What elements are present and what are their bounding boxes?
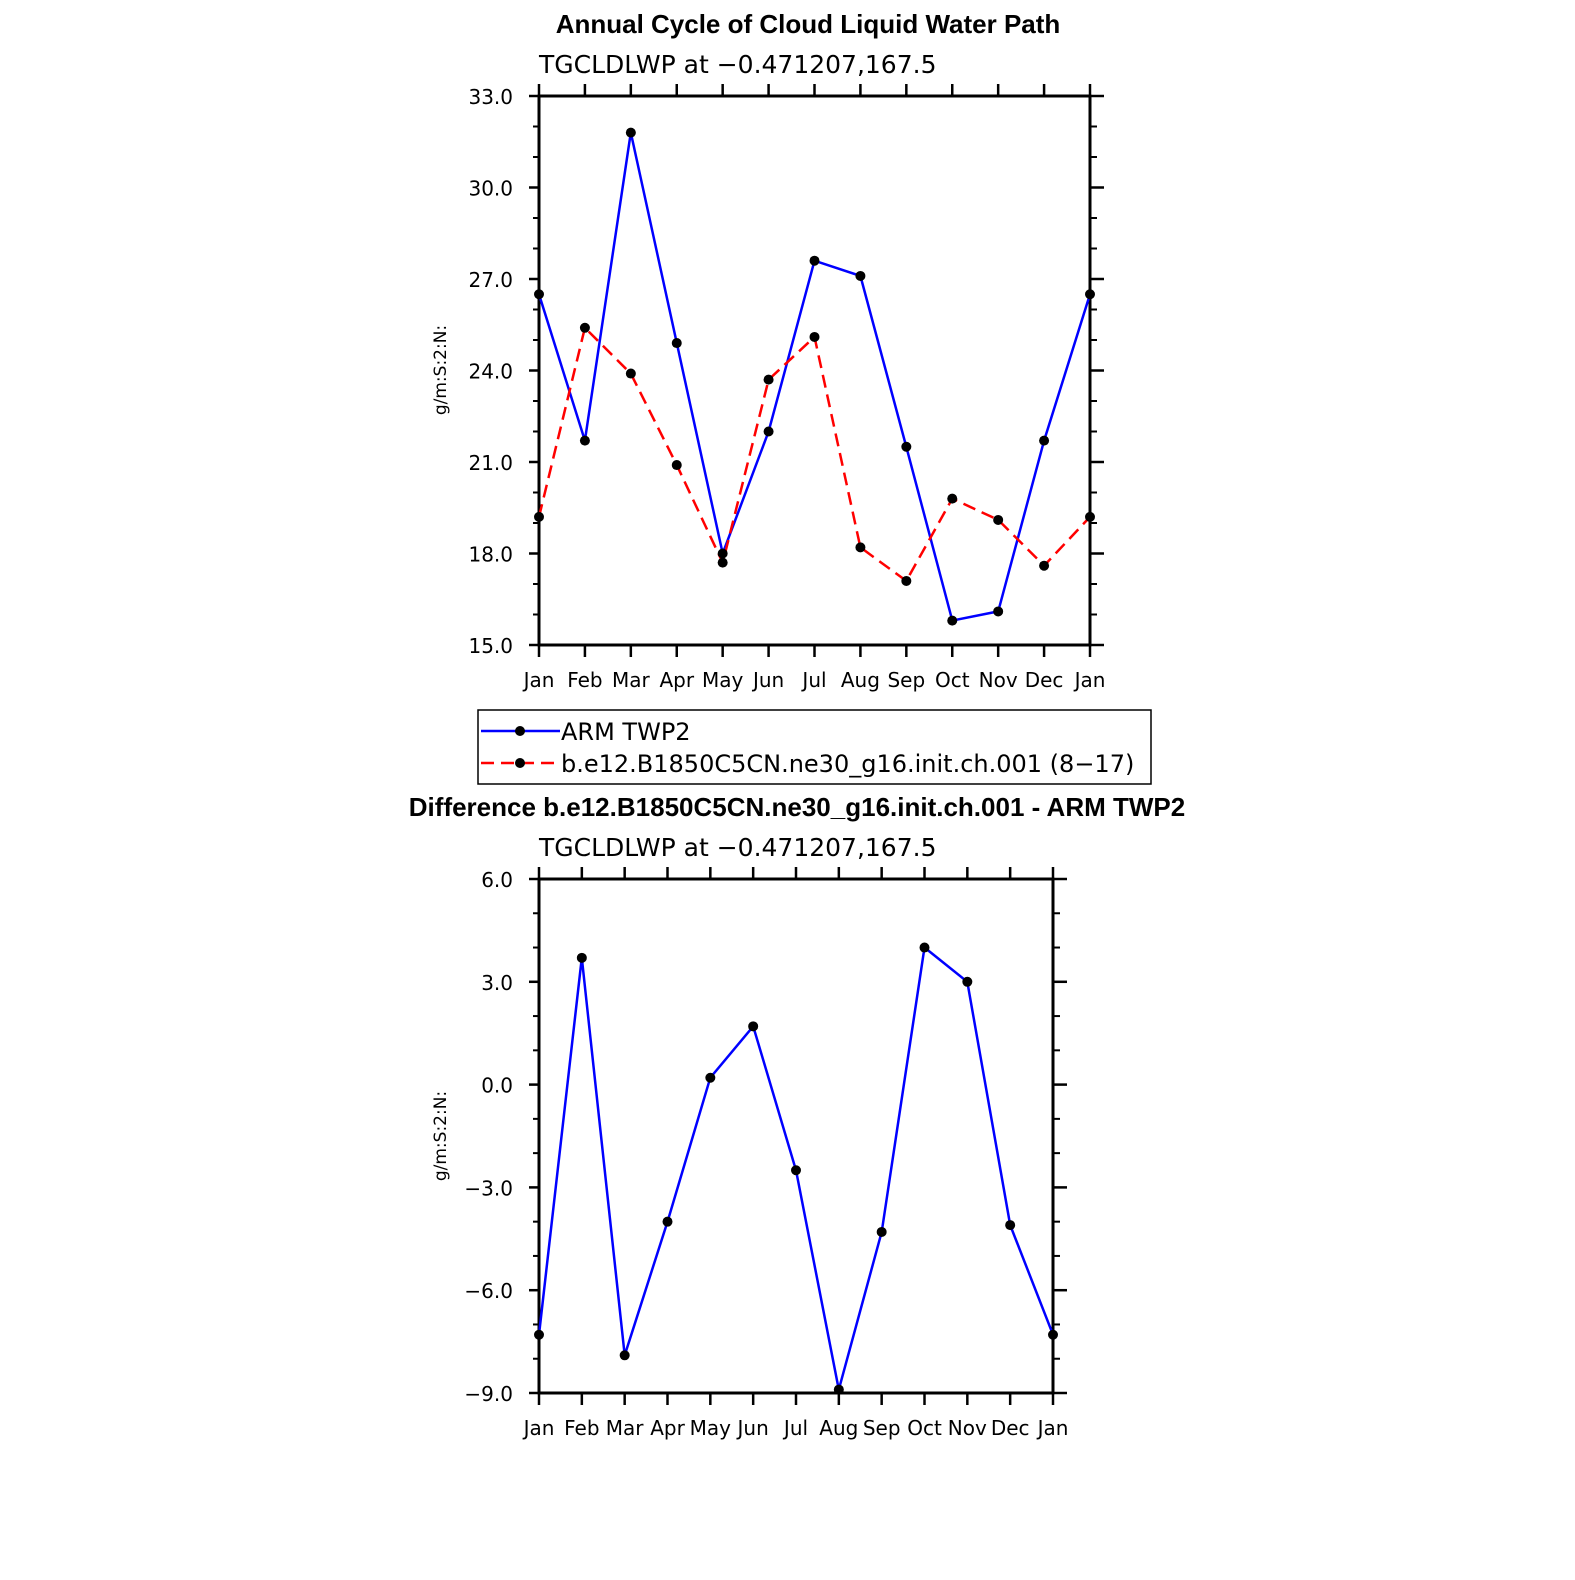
chart2-frame: [537, 877, 1055, 1395]
chart2-xtick-label: Apr: [650, 1416, 685, 1440]
chart1-xtick-label: Dec: [1025, 668, 1064, 692]
chart1-frame: [537, 94, 1092, 647]
chart2-ytick-label: −9.0: [464, 1382, 513, 1406]
chart2-ytick-label: −6.0: [464, 1279, 513, 1303]
chart2-xtick-label: Aug: [819, 1416, 858, 1440]
chart1-series-1-point: [671, 338, 682, 349]
chart1-xtick-label: Jul: [800, 668, 826, 692]
chart1-ylabel: g/m:S:2:N:: [431, 325, 451, 415]
chart1-series-2-point: [855, 542, 866, 553]
chart1-series-2-point: [671, 460, 682, 471]
chart2-series-1-point: [662, 1216, 673, 1227]
chart1-series-1-point: [1039, 435, 1050, 446]
chart1-xtick-label: Jan: [522, 668, 555, 692]
legend: ARM TWP2 b.e12.B1850C5CN.ne30_g16.init.c…: [477, 709, 1152, 785]
chart2-series-1-point: [619, 1350, 630, 1361]
chart1-xtick-label: May: [702, 668, 744, 692]
chart2-series-1-point: [833, 1384, 844, 1395]
chart2-series-1-point: [534, 1329, 544, 1340]
chart1-series-1-point: [993, 606, 1004, 617]
chart1-series-2-point: [534, 511, 544, 522]
chart1-xtick-label: Aug: [841, 668, 880, 692]
chart2-ytick-label: 6.0: [481, 868, 513, 892]
chart2-title: Difference b.e12.B1850C5CN.ne30_g16.init…: [409, 792, 1185, 822]
chart2-series-1-point: [791, 1165, 801, 1176]
chart1-series-1-point: [809, 255, 820, 266]
chart1-xtick-label: Nov: [979, 668, 1018, 692]
chart1-series-line-2: [537, 325, 1091, 583]
chart2-series-1-point: [962, 976, 973, 987]
chart1-series-2-point: [947, 493, 958, 504]
legend-marker-arm: [515, 726, 525, 736]
chart1-title: Annual Cycle of Cloud Liquid Water Path: [556, 9, 1061, 39]
chart2-xtick-label: Nov: [948, 1416, 987, 1440]
chart1-ytick-label: 15.0: [468, 634, 513, 658]
chart1-series-2-point: [717, 557, 728, 568]
chart2-xtick-label: Dec: [991, 1416, 1030, 1440]
chart1-plot-area: Jan Feb Mar Apr May Jun Jul Aug Sep Oct Nov Dec Jan 1…: [468, 84, 1105, 692]
chart1-series-1-point: [855, 270, 866, 281]
chart2-ytick-label: −3.0: [464, 1176, 513, 1200]
chart2-xtick-label: Jun: [736, 1416, 769, 1440]
chart2-xtick-label: Feb: [564, 1416, 599, 1440]
chart1-series-2-point: [579, 322, 590, 333]
chart2-plot-area: Jan Feb Mar Apr May Jun Jul Aug Sep Oct Nov Dec Jan−…: [464, 867, 1068, 1440]
chart2-ytick-label: 0.0: [481, 1074, 513, 1098]
chart2-series-1-point: [576, 952, 587, 963]
chart2-series-1-point: [748, 1021, 759, 1032]
legend-box: [477, 709, 1152, 785]
chart1-series-2-point: [993, 514, 1004, 525]
chart1-xtick-label: Apr: [659, 668, 694, 692]
chart2-xtick-label: Oct: [907, 1416, 942, 1440]
legend-label-arm: ARM TWP2: [561, 718, 691, 746]
chart1-series-1-point: [625, 127, 636, 138]
chart1-xtick-label: Sep: [887, 668, 925, 692]
chart1-xtick-label: Mar: [612, 668, 651, 692]
chart1-series-line-1: [537, 132, 1092, 623]
chart1-series-2-point: [809, 331, 820, 342]
chart1-ytick-label: 18.0: [468, 543, 513, 567]
chart2-subtitle: TGCLDLWP at −0.471207,167.5: [538, 833, 936, 862]
chart1-series-2-point: [901, 575, 912, 586]
chart2-xtick-label: May: [690, 1416, 732, 1440]
chart2-ylabel: g/m:S:2:N:: [431, 1091, 451, 1181]
chart2-series-1-point: [919, 942, 930, 953]
legend-label-model: b.e12.B1850C5CN.ne30_g16.init.ch.001 (8−…: [561, 750, 1134, 778]
chart1-ytick-label: 24.0: [468, 360, 513, 384]
chart1-xtick-label: Jun: [751, 668, 784, 692]
chart1-series-2-point: [1039, 560, 1050, 571]
chart2-series-1-point: [705, 1072, 716, 1083]
chart1-series-2-point: [1085, 511, 1095, 522]
chart1-subtitle: TGCLDLWP at −0.471207,167.5: [538, 50, 936, 79]
chart1-series-1-point: [717, 548, 728, 559]
chart1-ytick-label: 21.0: [468, 451, 513, 475]
chart1-series-1-point: [579, 435, 590, 446]
chart1-ytick-label: 30.0: [468, 177, 513, 201]
chart1-series-2-point: [763, 374, 774, 385]
chart1-series-1-point: [534, 289, 544, 300]
chart1-series-1-point: [947, 615, 958, 626]
chart1-ytick-label: 27.0: [468, 268, 513, 292]
chart1-ytick-label: 33.0: [468, 85, 513, 109]
chart1-series-2-point: [625, 368, 636, 379]
chart2-ytick-label: 3.0: [481, 971, 513, 995]
chart1-xtick-label: Oct: [935, 668, 970, 692]
chart2-xtick-label: Sep: [863, 1416, 901, 1440]
chart1-series-1-point: [901, 441, 912, 452]
chart2-xtick-label: Jul: [782, 1416, 808, 1440]
chart2-xtick-label: Mar: [606, 1416, 645, 1440]
chart2-series-1-point: [1005, 1220, 1016, 1231]
chart2-xtick-label: Jan: [522, 1416, 555, 1440]
chart2-xtick-label: Jan: [1036, 1416, 1069, 1440]
chart1-xtick-label: Feb: [567, 668, 602, 692]
legend-marker-model: [515, 758, 525, 768]
chart2-series-1-point: [876, 1226, 887, 1237]
chart1-series-1-point: [763, 426, 774, 437]
chart1-series-1-point: [1085, 289, 1095, 300]
chart2-series-1-point: [1048, 1329, 1058, 1340]
chart1-xtick-label: Jan: [1073, 668, 1106, 692]
